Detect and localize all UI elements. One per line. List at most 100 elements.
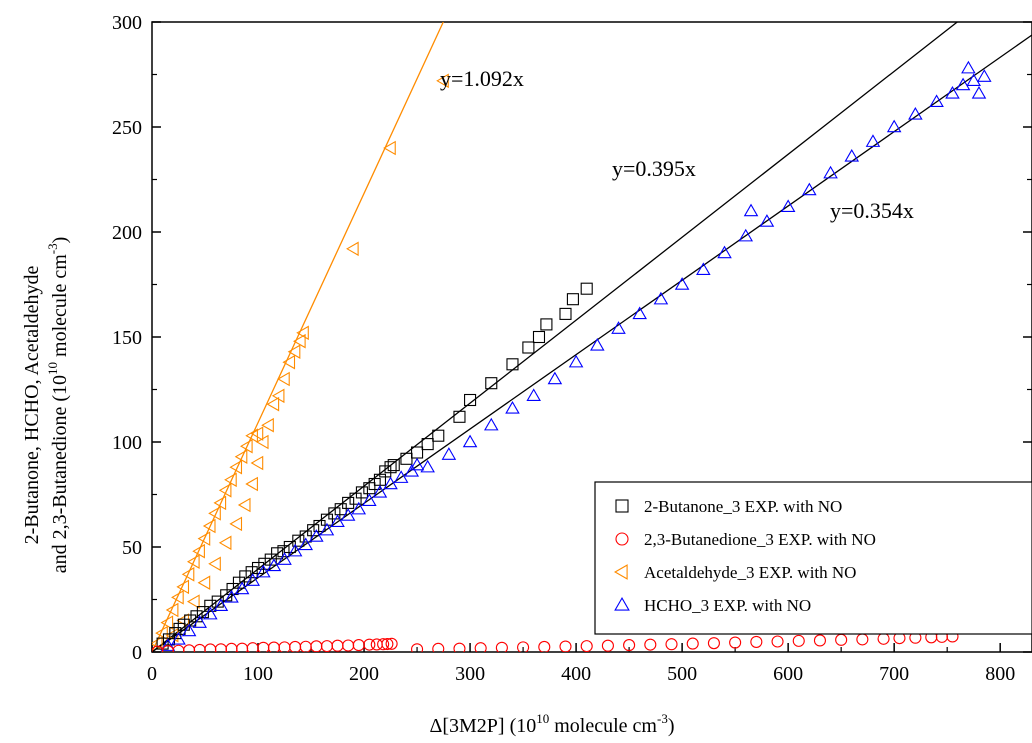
data-point-square	[292, 534, 305, 547]
data-point-triangle-left	[208, 506, 221, 521]
data-point-triangle-up	[203, 606, 218, 620]
data-point-triangle-left	[176, 579, 190, 595]
x-tick-label: 300	[455, 663, 485, 685]
data-point-triangle-up	[383, 476, 398, 490]
data-point-triangle-up	[245, 573, 260, 586]
data-point-triangle-up	[213, 598, 229, 612]
data-point-triangle-left	[155, 625, 168, 641]
data-point-triangle-up	[256, 564, 271, 578]
data-point-triangle-up	[632, 306, 647, 320]
data-point-triangle-up	[945, 85, 960, 99]
data-point-circle	[453, 642, 466, 652]
data-point-circle	[474, 642, 487, 652]
data-point-square	[204, 599, 217, 612]
series-group	[152, 630, 959, 652]
data-point-triangle-up	[484, 417, 499, 431]
data-point-circle	[623, 639, 636, 652]
data-point-circle	[644, 638, 657, 651]
data-point-circle	[750, 635, 763, 648]
data-point-triangle-left	[271, 388, 285, 404]
data-point-triangle-left	[436, 73, 449, 89]
data-point-triangle-left	[239, 438, 253, 454]
y-tick-label: 50	[122, 537, 142, 559]
data-point-triangle-left	[197, 531, 211, 546]
data-point-triangle-left	[383, 140, 396, 156]
data-point-triangle-left	[181, 567, 195, 582]
y-tick-label: 150	[112, 327, 142, 349]
data-point-triangle-left	[192, 543, 205, 559]
data-point-square	[540, 318, 553, 331]
x-tick-label: 700	[879, 663, 909, 685]
data-point-square	[532, 330, 546, 344]
data-point-triangle-up	[780, 199, 796, 213]
legend-label: 2-Butanone_3 EXP. with NO	[644, 497, 842, 516]
data-point-triangle-up	[955, 77, 971, 91]
data-point-triangle-up	[802, 182, 817, 196]
x-tick-label: 0	[147, 663, 157, 685]
data-point-triangle-up	[696, 262, 711, 276]
data-point-circle	[381, 637, 394, 651]
data-point-triangle-left	[266, 396, 280, 412]
data-point-triangle-up	[738, 228, 754, 242]
data-point-triangle-up	[192, 615, 207, 628]
data-point-square	[334, 503, 347, 516]
data-point-triangle-up	[309, 529, 324, 542]
data-point-triangle-left	[287, 344, 301, 359]
data-point-triangle-up	[526, 388, 541, 402]
data-point-square	[245, 566, 258, 579]
data-point-triangle-left	[186, 594, 200, 609]
fit-equation-label: y=0.395x	[612, 156, 696, 181]
data-point-triangle-up	[743, 203, 759, 217]
data-point-triangle-left	[208, 556, 221, 572]
y-tick-label: 0	[132, 642, 142, 664]
legend-marker	[615, 532, 629, 546]
data-point-square	[283, 540, 296, 554]
data-point-circle	[559, 640, 572, 652]
y-tick-label: 200	[112, 222, 142, 244]
data-point-triangle-up	[351, 501, 367, 515]
data-point-triangle-left	[245, 476, 258, 492]
series-group	[156, 282, 593, 650]
x-axis-title-unit-sup: -3	[657, 711, 668, 726]
data-point-triangle-up	[372, 484, 388, 498]
data-point-triangle-up	[823, 165, 838, 179]
data-point-triangle-up	[653, 291, 669, 305]
y-axis-title-line2-unit: molecule cm	[49, 254, 71, 362]
data-point-triangle-left	[171, 590, 184, 605]
data-point-triangle-left	[261, 417, 274, 433]
data-point-triangle-up	[929, 94, 944, 108]
data-point-triangle-left	[218, 483, 232, 498]
data-point-triangle-up	[393, 470, 409, 483]
data-point-triangle-left	[186, 554, 200, 569]
data-point-triangle-up	[966, 73, 981, 87]
data-point-triangle-up	[441, 447, 457, 460]
legend-label: HCHO_3 EXP. with NO	[644, 596, 811, 615]
data-point-triangle-up	[759, 214, 775, 227]
data-point-triangle-up	[547, 371, 563, 385]
data-point-square	[615, 499, 629, 513]
fit-equation-label: y=0.354x	[830, 198, 914, 223]
data-point-triangle-up	[462, 434, 478, 448]
data-point-triangle-left	[237, 497, 251, 513]
data-point-triangle-left	[277, 371, 290, 387]
data-point-square	[464, 393, 477, 407]
data-point-triangle-left	[250, 455, 264, 471]
x-tick-label: 600	[773, 663, 803, 685]
data-point-circle	[385, 637, 398, 650]
legend: 2-Butanone_3 EXP. with NO 2,3-Butanedione…	[594, 481, 1032, 635]
y-tick-label: 100	[112, 432, 142, 454]
data-point-triangle-left	[213, 495, 227, 511]
data-point-square	[349, 492, 362, 505]
x-axis-title-sup: 10	[536, 711, 549, 726]
x-tick-label: 200	[349, 663, 379, 685]
data-point-triangle-left	[229, 459, 243, 475]
data-point-triangle-left	[282, 354, 296, 370]
fit-line	[152, 34, 1032, 652]
y-tick-label: 250	[112, 117, 142, 139]
data-point-triangle-left	[346, 241, 359, 257]
data-point-triangle-left	[245, 428, 258, 443]
data-point-triangle-up	[298, 537, 314, 551]
data-point-circle	[377, 638, 390, 651]
data-point-square	[506, 358, 519, 371]
